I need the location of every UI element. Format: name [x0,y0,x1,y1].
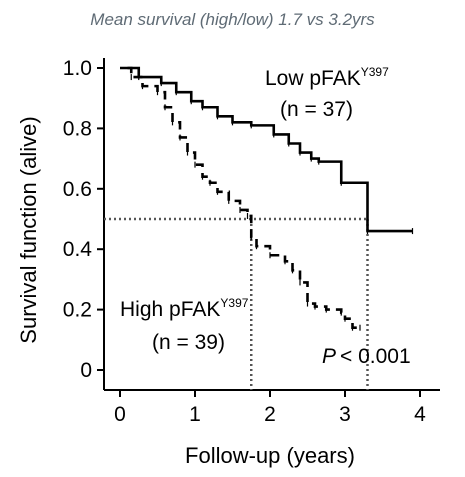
x-tick-label: 2 [264,403,276,426]
high-series-superscript: Y397 [220,296,248,310]
axes: 0 0.2 0.4 0.6 0.8 1.0 0 1 2 3 4 [63,57,440,426]
high-pfak-survival-curve [127,66,360,330]
y-axis-label: Survival function (alive) [16,116,41,343]
high-series-label: High pFAKY397 [120,296,249,321]
high-series-n: (n = 39) [152,331,225,354]
figure-subtitle: Mean survival (high/low) 1.7 vs 3.2yrs [90,10,375,29]
low-series-name: Low pFAK [265,67,361,90]
x-tick-label: 3 [339,403,351,426]
median-reference-lines [104,217,369,390]
y-tick-label: 0.6 [63,178,92,201]
x-tick-label: 1 [189,403,201,426]
x-axis-label: Follow-up (years) [185,443,355,468]
low-series-superscript: Y397 [361,65,389,79]
y-tick-label: 0.4 [63,238,93,261]
p-value-annotation: P < 0.001 [322,345,411,368]
low-series-label: Low pFAKY397 [265,65,389,90]
y-tick-label: 1.0 [63,57,92,80]
x-tick-label: 4 [414,403,426,426]
survival-curves [120,66,414,331]
low-series-n: (n = 37) [280,98,353,121]
p-value-text: < 0.001 [340,345,411,368]
high-series-name: High pFAK [120,298,220,321]
y-tick-label: 0.8 [63,117,92,140]
x-tick-label: 0 [114,403,126,426]
y-tick-label: 0 [80,359,92,382]
y-tick-label: 0.2 [63,299,92,322]
p-value-symbol: P [322,345,336,368]
